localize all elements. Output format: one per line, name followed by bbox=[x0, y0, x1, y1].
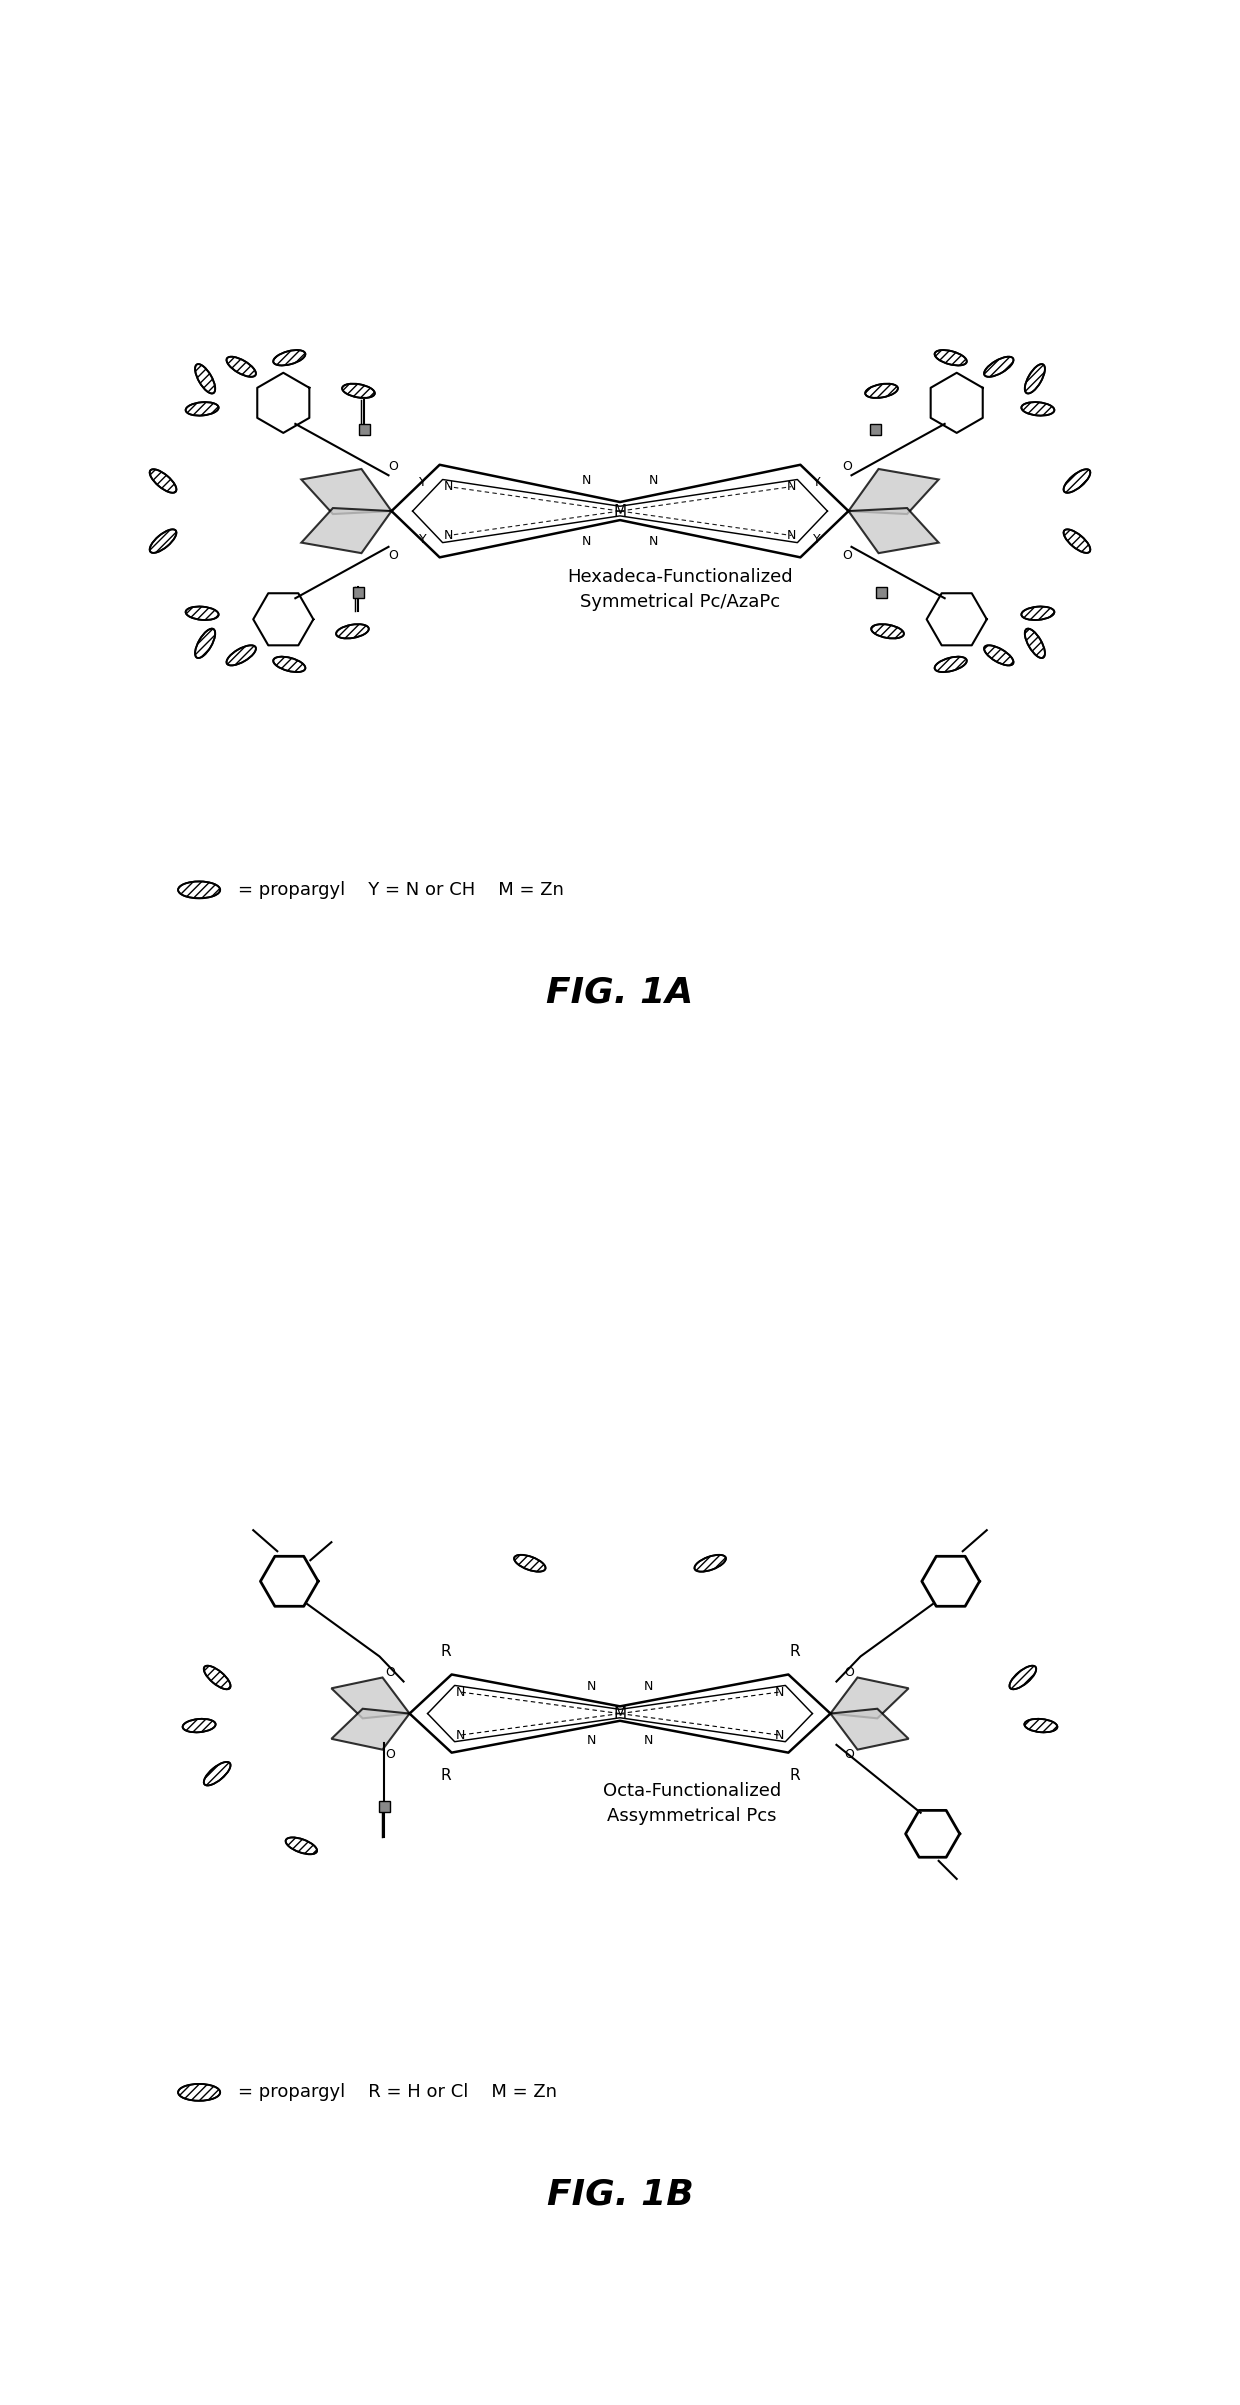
Polygon shape bbox=[848, 507, 939, 553]
Ellipse shape bbox=[866, 385, 898, 397]
Ellipse shape bbox=[227, 356, 255, 378]
Text: N: N bbox=[775, 1686, 784, 1698]
Ellipse shape bbox=[182, 1720, 216, 1732]
Ellipse shape bbox=[186, 402, 218, 416]
Ellipse shape bbox=[985, 645, 1013, 666]
Polygon shape bbox=[301, 469, 392, 515]
Text: O: O bbox=[388, 459, 398, 474]
Text: FIG. 1B: FIG. 1B bbox=[547, 2177, 693, 2213]
Ellipse shape bbox=[342, 385, 374, 397]
Text: Y: Y bbox=[813, 476, 821, 488]
Text: O: O bbox=[842, 459, 852, 474]
Text: N: N bbox=[583, 534, 591, 548]
Bar bbox=[353, 587, 363, 596]
Ellipse shape bbox=[227, 645, 255, 666]
Ellipse shape bbox=[195, 628, 216, 659]
Ellipse shape bbox=[150, 469, 176, 493]
Ellipse shape bbox=[336, 625, 368, 637]
Polygon shape bbox=[331, 1708, 409, 1751]
Text: N: N bbox=[775, 1729, 784, 1741]
Text: Hexadeca-Functionalized
Symmetrical Pc/AzaPc: Hexadeca-Functionalized Symmetrical Pc/A… bbox=[568, 568, 792, 611]
Ellipse shape bbox=[1024, 363, 1045, 394]
Text: O: O bbox=[844, 1748, 854, 1760]
Bar bbox=[877, 587, 887, 596]
Text: N: N bbox=[644, 1734, 653, 1746]
Ellipse shape bbox=[179, 2083, 221, 2102]
Ellipse shape bbox=[186, 606, 218, 620]
Ellipse shape bbox=[203, 1667, 231, 1688]
Text: M: M bbox=[614, 1705, 626, 1722]
Text: N: N bbox=[444, 481, 454, 493]
Polygon shape bbox=[831, 1679, 909, 1717]
Bar bbox=[360, 423, 370, 435]
Text: R: R bbox=[789, 1768, 800, 1782]
Text: O: O bbox=[844, 1667, 854, 1679]
Text: R: R bbox=[440, 1768, 451, 1782]
Text: N: N bbox=[444, 529, 454, 541]
Text: FIG. 1A: FIG. 1A bbox=[547, 974, 693, 1010]
Ellipse shape bbox=[872, 625, 904, 637]
Text: Y: Y bbox=[419, 534, 427, 546]
Ellipse shape bbox=[694, 1556, 725, 1570]
Text: N: N bbox=[587, 1681, 596, 1693]
Ellipse shape bbox=[150, 529, 176, 553]
Ellipse shape bbox=[1024, 628, 1045, 659]
Text: O: O bbox=[388, 548, 398, 563]
Text: O: O bbox=[842, 548, 852, 563]
Ellipse shape bbox=[935, 351, 967, 366]
Text: N: N bbox=[583, 474, 591, 488]
Text: N: N bbox=[649, 474, 657, 488]
Bar bbox=[379, 1801, 389, 1813]
Ellipse shape bbox=[1064, 529, 1090, 553]
Text: R: R bbox=[440, 1645, 451, 1659]
Ellipse shape bbox=[195, 363, 216, 394]
Text: Octa-Functionalized
Assymmetrical Pcs: Octa-Functionalized Assymmetrical Pcs bbox=[603, 1782, 781, 1825]
Ellipse shape bbox=[285, 1837, 317, 1854]
Ellipse shape bbox=[985, 356, 1013, 378]
Polygon shape bbox=[301, 507, 392, 553]
Text: N: N bbox=[644, 1681, 653, 1693]
Text: N: N bbox=[456, 1729, 465, 1741]
Ellipse shape bbox=[203, 1763, 231, 1785]
Ellipse shape bbox=[273, 351, 305, 366]
Text: = propargyl    Y = N or CH    M = Zn: = propargyl Y = N or CH M = Zn bbox=[238, 880, 564, 899]
Ellipse shape bbox=[179, 880, 221, 897]
Polygon shape bbox=[331, 1679, 409, 1717]
Polygon shape bbox=[831, 1708, 909, 1751]
Text: N: N bbox=[587, 1734, 596, 1746]
Ellipse shape bbox=[1064, 469, 1090, 493]
Text: N: N bbox=[649, 534, 657, 548]
Text: R: R bbox=[789, 1645, 800, 1659]
Text: = propargyl    R = H or Cl    M = Zn: = propargyl R = H or Cl M = Zn bbox=[238, 2083, 557, 2102]
Text: M: M bbox=[614, 503, 626, 519]
Text: O: O bbox=[386, 1667, 396, 1679]
Text: N: N bbox=[786, 481, 796, 493]
Text: N: N bbox=[456, 1686, 465, 1698]
Bar bbox=[870, 423, 880, 435]
Ellipse shape bbox=[515, 1556, 546, 1570]
Text: Y: Y bbox=[419, 476, 427, 488]
Ellipse shape bbox=[1024, 1720, 1058, 1732]
Polygon shape bbox=[848, 469, 939, 515]
Text: N: N bbox=[786, 529, 796, 541]
Text: Y: Y bbox=[813, 534, 821, 546]
Ellipse shape bbox=[1009, 1667, 1037, 1688]
Ellipse shape bbox=[1022, 402, 1054, 416]
Ellipse shape bbox=[935, 657, 967, 671]
Ellipse shape bbox=[273, 657, 305, 671]
Text: O: O bbox=[386, 1748, 396, 1760]
Ellipse shape bbox=[1022, 606, 1054, 620]
